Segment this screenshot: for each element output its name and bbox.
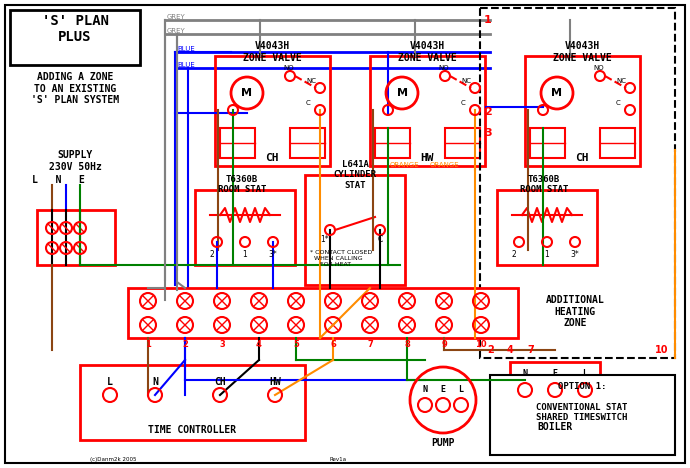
Text: 8: 8 <box>404 340 410 349</box>
Bar <box>195 190 295 265</box>
Text: C: C <box>616 100 621 106</box>
Text: 1: 1 <box>544 250 549 259</box>
Text: V4043H
ZONE VALVE: V4043H ZONE VALVE <box>243 41 302 63</box>
Bar <box>305 175 405 285</box>
Text: 1*: 1* <box>321 235 329 244</box>
Bar <box>530 128 565 158</box>
Text: L: L <box>107 377 113 387</box>
Text: HW: HW <box>269 377 281 387</box>
Text: * CONTACT CLOSED
  WHEN CALLING
     FOR HEAT: * CONTACT CLOSED WHEN CALLING FOR HEAT <box>310 250 372 267</box>
Bar <box>80 365 305 440</box>
Text: TIME CONTROLLER: TIME CONTROLLER <box>148 425 236 435</box>
Text: 4: 4 <box>507 345 514 355</box>
Text: 10: 10 <box>475 340 487 349</box>
Text: NC: NC <box>616 78 626 84</box>
Text: CH: CH <box>265 153 279 163</box>
Bar <box>600 128 635 158</box>
Text: ADDITIONAL
HEATING
ZONE: ADDITIONAL HEATING ZONE <box>546 295 604 328</box>
Bar <box>220 128 255 158</box>
Text: C: C <box>306 100 310 106</box>
Text: PUMP: PUMP <box>431 438 455 448</box>
Bar <box>445 128 480 158</box>
Text: GREY: GREY <box>167 28 186 34</box>
Bar <box>510 362 600 437</box>
Text: HW: HW <box>420 153 434 163</box>
Text: T6360B
ROOM STAT: T6360B ROOM STAT <box>218 175 266 194</box>
Text: 2: 2 <box>182 340 188 349</box>
Text: 1: 1 <box>484 15 492 25</box>
Text: L: L <box>582 370 587 379</box>
Text: Rev1a: Rev1a <box>330 457 347 462</box>
Text: NO: NO <box>593 65 604 71</box>
Text: V4043H
ZONE VALVE: V4043H ZONE VALVE <box>397 41 456 63</box>
Text: 7: 7 <box>527 345 534 355</box>
Text: CH: CH <box>575 153 589 163</box>
Bar <box>290 128 325 158</box>
Bar <box>10 10 140 65</box>
Text: M: M <box>241 88 253 98</box>
Text: NC: NC <box>306 78 316 84</box>
Text: E: E <box>553 370 558 379</box>
Text: 7: 7 <box>367 340 373 349</box>
Text: ORANGE: ORANGE <box>430 162 460 168</box>
Text: 2: 2 <box>484 107 492 117</box>
Text: L: L <box>458 386 464 395</box>
Text: L641A
CYLINDER
STAT: L641A CYLINDER STAT <box>333 160 377 190</box>
Text: 5: 5 <box>293 340 299 349</box>
Bar <box>370 56 485 166</box>
Text: 1: 1 <box>243 250 248 259</box>
Text: 2: 2 <box>511 250 516 259</box>
Text: BLUE: BLUE <box>177 62 195 68</box>
Text: 3*: 3* <box>571 250 580 259</box>
Bar <box>215 56 330 166</box>
Text: 2: 2 <box>210 250 215 259</box>
Bar <box>525 56 640 166</box>
Text: 10: 10 <box>655 345 669 355</box>
Text: CH: CH <box>214 377 226 387</box>
Text: 1: 1 <box>145 340 151 349</box>
Text: NO: NO <box>438 65 449 71</box>
Text: M: M <box>551 88 562 98</box>
Text: GREY: GREY <box>167 14 186 20</box>
Bar <box>490 375 675 455</box>
Text: (c)Danm2k 2005: (c)Danm2k 2005 <box>90 457 137 462</box>
Bar <box>375 128 410 158</box>
Text: C: C <box>461 100 466 106</box>
Text: 'S' PLAN
PLUS: 'S' PLAN PLUS <box>41 14 108 44</box>
Text: N: N <box>522 370 527 379</box>
Text: T6360B
ROOM STAT: T6360B ROOM STAT <box>520 175 568 194</box>
Text: E: E <box>440 386 446 395</box>
Text: 9: 9 <box>441 340 447 349</box>
Text: L   N   E: L N E <box>32 175 84 185</box>
Text: 3: 3 <box>484 128 491 138</box>
Text: 3: 3 <box>219 340 225 349</box>
Bar <box>497 190 597 265</box>
Text: 3*: 3* <box>268 250 277 259</box>
Text: N: N <box>422 386 428 395</box>
Text: 6: 6 <box>330 340 336 349</box>
Text: 2: 2 <box>487 345 494 355</box>
Text: ADDING A ZONE
TO AN EXISTING
'S' PLAN SYSTEM: ADDING A ZONE TO AN EXISTING 'S' PLAN SY… <box>31 72 119 105</box>
Bar <box>128 288 518 338</box>
Bar <box>480 8 675 358</box>
Text: BLUE: BLUE <box>177 46 195 52</box>
Text: NC: NC <box>461 78 471 84</box>
Text: V4043H
ZONE VALVE: V4043H ZONE VALVE <box>553 41 611 63</box>
Text: M: M <box>397 88 408 98</box>
Text: NO: NO <box>283 65 294 71</box>
Text: OPTION 1:

CONVENTIONAL STAT
SHARED TIMESWITCH: OPTION 1: CONVENTIONAL STAT SHARED TIMES… <box>536 382 628 422</box>
Text: SUPPLY
230V 50Hz: SUPPLY 230V 50Hz <box>48 150 101 172</box>
Text: BOILER: BOILER <box>538 422 573 432</box>
Bar <box>37 210 115 265</box>
Text: ORANGE: ORANGE <box>390 162 420 168</box>
Text: C: C <box>377 235 383 244</box>
Text: 4: 4 <box>256 340 262 349</box>
Text: N: N <box>152 377 158 387</box>
